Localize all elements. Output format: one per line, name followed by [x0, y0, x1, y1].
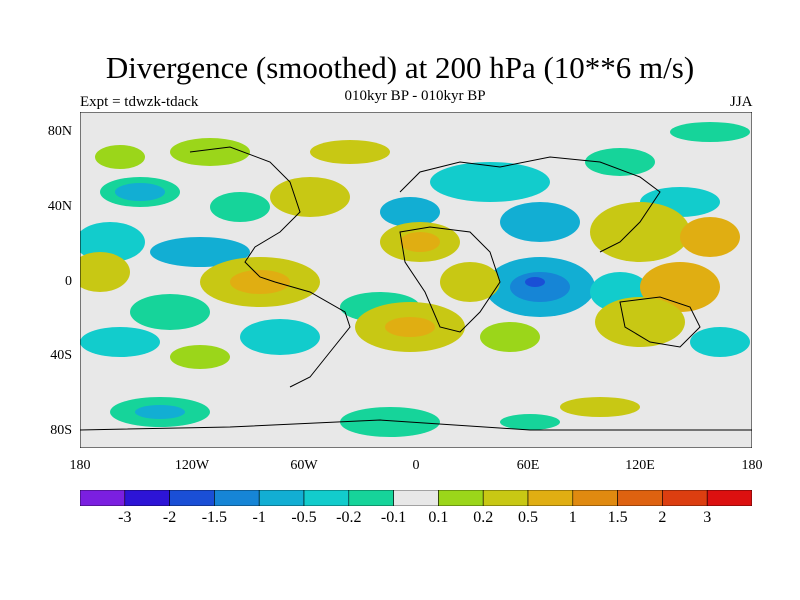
- contour-region: [500, 414, 560, 430]
- colorbar-label: 2: [658, 509, 667, 526]
- lon-label: 120W: [174, 458, 210, 473]
- contour-region: [115, 183, 165, 201]
- colorbar-label: -3: [118, 509, 132, 526]
- contour-region: [95, 145, 145, 169]
- colorbar-swatch: [662, 490, 708, 506]
- colorbar-swatch: [438, 490, 484, 506]
- contour-region: [385, 317, 435, 337]
- colorbar-swatch: [124, 490, 170, 506]
- contour-region: [500, 202, 580, 242]
- colorbar-label: 1: [568, 509, 577, 526]
- contour-region: [310, 140, 390, 164]
- contour-region: [440, 262, 500, 302]
- contour-region: [270, 177, 350, 217]
- contour-region: [240, 319, 320, 355]
- colorbar-swatch: [169, 490, 215, 506]
- colorbar-label: 3: [703, 509, 712, 526]
- colorbar-swatch: [80, 490, 126, 506]
- colorbar-swatch: [214, 490, 260, 506]
- contour-region: [170, 138, 250, 166]
- lon-label: 180: [69, 458, 91, 473]
- antarctica-coast: [80, 419, 752, 431]
- contour-region: [690, 327, 750, 357]
- contour-region: [585, 148, 655, 176]
- colorbar-label: -2: [162, 509, 177, 526]
- contour-region: [640, 262, 720, 312]
- subtitle: 010kyr BP - 010kyr BP: [344, 88, 486, 104]
- lon-label: 0: [412, 458, 420, 473]
- experiment-label: Expt = tdwzk-tdack: [80, 94, 199, 110]
- contour-region: [80, 252, 130, 292]
- colorbar-swatch: [258, 490, 305, 506]
- contour-region: [80, 222, 145, 262]
- contour-region: [170, 345, 230, 369]
- colorbar-label: 0.5: [518, 509, 538, 526]
- contour-region: [430, 162, 550, 202]
- colorbar-swatch: [706, 490, 752, 506]
- page-title: Divergence (smoothed) at 200 hPa (10**6 …: [105, 50, 695, 85]
- contour-region: [595, 297, 685, 347]
- colorbar-swatch: [617, 490, 663, 506]
- divergence-map: [80, 112, 752, 448]
- contour-region: [480, 322, 540, 352]
- divergence-contours: [80, 122, 750, 437]
- lat-label: 80N: [47, 124, 72, 139]
- contour-region: [670, 122, 750, 142]
- colorbar-swatch: [393, 490, 439, 506]
- colorbar-swatch: [303, 490, 350, 506]
- colorbar-label: -0.1: [380, 509, 407, 526]
- colorbar-label: 0.1: [428, 509, 449, 526]
- contour-region: [80, 327, 160, 357]
- contour-region: [135, 405, 185, 419]
- contour-region: [340, 407, 440, 437]
- colorbar-label: 0.2: [473, 509, 494, 526]
- contour-region: [380, 197, 440, 227]
- australia-coast: [619, 296, 701, 348]
- contour-region: [510, 272, 570, 302]
- contour-region: [130, 294, 210, 330]
- contour-region: [230, 270, 290, 294]
- contour-region: [680, 217, 740, 257]
- lon-label: 180: [741, 458, 763, 473]
- contour-region: [210, 192, 270, 222]
- contour-region: [150, 237, 250, 267]
- coastlines: [80, 146, 752, 431]
- africa-coast: [399, 226, 501, 333]
- lon-label: 60W: [290, 458, 318, 473]
- season-label: JJA: [730, 94, 753, 110]
- colorbar-label: -1: [252, 509, 266, 526]
- contour-region: [400, 232, 440, 252]
- colorbar-swatch: [482, 490, 529, 506]
- lat-label: 40N: [47, 199, 72, 214]
- lon-label: 120E: [625, 458, 655, 473]
- colorbar-swatch: [527, 490, 574, 506]
- south-america-coast: [274, 281, 351, 388]
- colorbar: [80, 490, 752, 506]
- contour-region: [525, 277, 545, 287]
- colorbar-label: -0.5: [291, 509, 317, 526]
- colorbar-label: -0.2: [336, 509, 362, 526]
- contour-region: [590, 202, 690, 262]
- lon-label: 60E: [516, 458, 540, 473]
- colorbar-label: 1.5: [607, 509, 628, 526]
- contour-region: [560, 397, 640, 417]
- colorbar-swatch: [348, 490, 394, 506]
- eurasia-coast: [399, 156, 661, 253]
- lat-label: 80S: [50, 423, 72, 438]
- north-america-coast: [189, 146, 301, 283]
- lat-label: 40S: [50, 348, 72, 363]
- colorbar-swatch: [572, 490, 618, 506]
- colorbar-label: -1.5: [201, 509, 228, 526]
- lat-label: 0: [65, 274, 72, 289]
